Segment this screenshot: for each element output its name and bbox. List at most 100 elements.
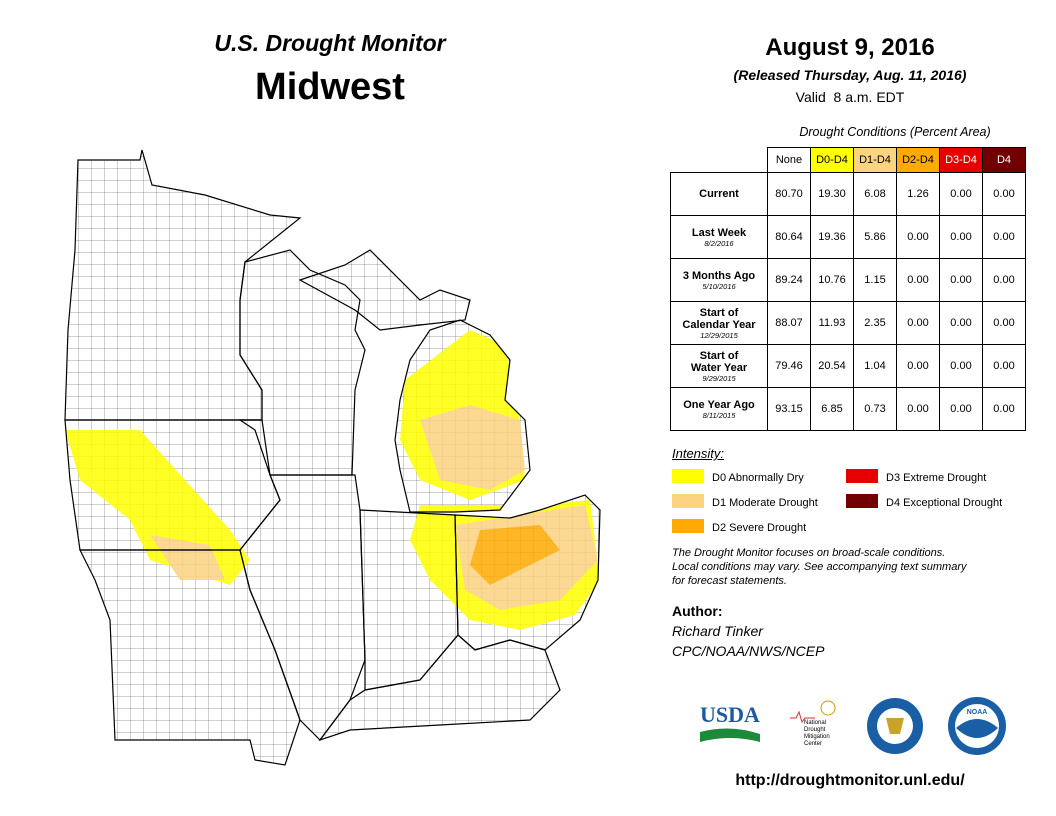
cell: 80.70 — [767, 172, 811, 216]
cell: 2.35 — [853, 301, 897, 345]
author: Author: Richard Tinker CPC/NOAA/NWS/NCEP — [672, 601, 824, 661]
legend-swatch — [846, 494, 878, 508]
ndmc-line: Mitigation — [804, 734, 830, 740]
cell: 5.86 — [853, 215, 897, 259]
conditions-table: None D0-D4 D1-D4 D2-D4 D3-D4 D4 Current 80.70 19… — [670, 147, 1026, 431]
cell: 0.00 — [896, 301, 940, 345]
row-label-line: Calendar Year — [682, 318, 756, 331]
cell: 19.36 — [810, 215, 854, 259]
ndmc-line: National — [804, 720, 826, 726]
d1-ia — [150, 535, 225, 580]
row: Start of Calendar Year 12/29/2015 88.07 11.9… — [670, 301, 1026, 345]
cell: 19.30 — [810, 172, 854, 216]
row-label-line: Current — [699, 188, 739, 200]
row-label: Last Week 8/2/2016 — [670, 215, 768, 259]
cell: 0.00 — [896, 258, 940, 302]
usda-logo: USDA — [700, 702, 760, 727]
subtitle: U.S. Drought Monitor — [214, 30, 446, 56]
legend-label: D0 Abnormally Dry — [712, 472, 804, 484]
noaa-logo: NOAA — [967, 709, 988, 716]
row: Start of Water Year 9/29/2015 79.46 20.54 1.0… — [670, 344, 1026, 388]
d2-oh — [470, 525, 560, 585]
row-label-line: Start of — [699, 349, 739, 362]
cell: 93.15 — [767, 387, 811, 431]
cell: 0.00 — [896, 215, 940, 259]
usda-swoosh — [700, 728, 760, 742]
ndmc-line — [790, 710, 815, 724]
row: One Year Ago 8/11/2015 93.15 6.85 0.73 0.00 0.… — [670, 387, 1026, 431]
row-label-line: 3 Months Ago — [682, 269, 756, 282]
drought-areas — [65, 150, 600, 765]
row-label-line: Last Week — [691, 226, 747, 239]
map — [64, 149, 601, 766]
cell: 0.00 — [982, 215, 1026, 259]
url[interactable]: http://droughtmonitor.unl.edu/ — [735, 772, 965, 789]
cell: 80.64 — [767, 215, 811, 259]
ndmc-line: Drought — [804, 727, 826, 733]
legend-swatch — [672, 494, 704, 508]
cell: 10.76 — [810, 258, 854, 302]
cell: 89.24 — [767, 258, 811, 302]
title: Midwest — [255, 66, 405, 108]
cell: 1.15 — [853, 258, 897, 302]
column-header: D3-D4 — [939, 147, 983, 173]
cell: 6.85 — [810, 387, 854, 431]
row-label: 3 Months Ago 5/10/2016 — [670, 258, 768, 302]
row-label: Start of Calendar Year 12/29/2015 — [670, 301, 768, 345]
cell: 88.07 — [767, 301, 811, 345]
ndmc-line: Center — [804, 741, 822, 747]
date-title: August 9, 2016 — [765, 34, 935, 61]
cell: 0.00 — [939, 387, 983, 431]
column-header: D0-D4 — [810, 147, 854, 173]
cell: 79.46 — [767, 344, 811, 388]
column-header: D4 — [982, 147, 1026, 173]
legend-swatch — [672, 519, 704, 533]
legend-swatch — [846, 469, 878, 483]
row-label-line: Water Year — [690, 361, 748, 374]
column-header: None — [767, 147, 811, 173]
legend-title: Intensity: — [672, 446, 725, 461]
legend-label: D3 Extreme Drought — [886, 472, 987, 484]
cell: 0.00 — [939, 258, 983, 302]
d1-mi — [420, 405, 525, 490]
cell: 0.73 — [853, 387, 897, 431]
author-name: Richard Tinker — [672, 623, 763, 639]
header-row: None D0-D4 D1-D4 D2-D4 D3-D4 D4 — [671, 147, 1026, 173]
row-date: 12/29/2015 — [700, 330, 738, 340]
noaa-bird — [956, 719, 998, 738]
doc-eagle — [886, 718, 904, 734]
row: 3 Months Ago 5/10/2016 89.24 10.76 1.15 0.00 0… — [670, 258, 1026, 302]
cell: 0.00 — [939, 344, 983, 388]
row-label-line: One Year Ago — [683, 398, 755, 411]
row-label-line: Start of — [699, 306, 739, 319]
row-date: 8/11/2015 — [702, 410, 736, 420]
row-label: Current — [670, 172, 768, 216]
cell: 11.93 — [810, 301, 854, 345]
table-caption: Drought Conditions (Percent Area) — [799, 125, 991, 139]
cell: 0.00 — [939, 172, 983, 216]
legend-label: D2 Severe Drought — [712, 522, 807, 534]
note-line: for forecast statements. — [672, 575, 787, 587]
row: Last Week 8/2/2016 80.64 19.36 5.86 0.00 0.00 0… — [670, 215, 1026, 259]
state-borders — [64, 149, 601, 766]
cell: 0.00 — [896, 387, 940, 431]
cell: 1.04 — [853, 344, 897, 388]
cell: 0.00 — [982, 301, 1026, 345]
note: The Drought Monitor focuses on broad-sca… — [672, 546, 966, 588]
row-label: Start of Water Year 9/29/2015 — [670, 344, 768, 388]
blank — [671, 148, 768, 173]
column-header: D2-D4 — [896, 147, 940, 173]
valid: Valid 8 a.m. EDT — [795, 89, 905, 105]
row-date: 5/10/2016 — [702, 281, 736, 291]
row-date: 9/29/2015 — [702, 373, 736, 383]
legend: Intensity: D0 Abnormally Dry D1 Moderate D… — [672, 446, 1042, 546]
note-line: The Drought Monitor focuses on broad-sca… — [672, 547, 946, 559]
row: Current 80.70 19.30 6.08 1.26 0.00 0.00 — [670, 172, 1026, 216]
legend-label: D4 Exceptional Drought — [886, 497, 1003, 509]
row-date: 8/2/2016 — [704, 238, 734, 248]
cell: 0.00 — [939, 215, 983, 259]
legend-label: D1 Moderate Drought — [712, 497, 818, 509]
